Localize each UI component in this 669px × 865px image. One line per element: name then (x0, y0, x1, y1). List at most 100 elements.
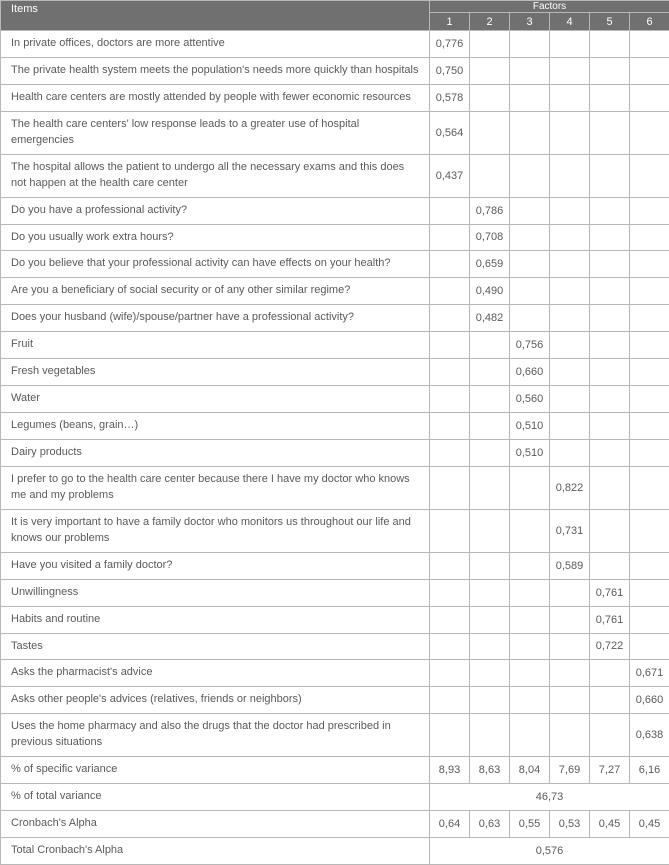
factor-value (510, 224, 550, 251)
label-specific-variance: % of specific variance (1, 757, 430, 784)
factor-value (430, 714, 470, 757)
factor-value (630, 633, 669, 660)
factor-value: 0,437 (430, 154, 470, 197)
factor-loadings-table: Items Factors 1 2 3 4 5 6 In private off… (0, 0, 669, 865)
factor-value (550, 57, 590, 84)
factor-value (510, 305, 550, 332)
factor-value (630, 111, 669, 154)
factor-value (590, 660, 630, 687)
specvar-1: 8,93 (430, 757, 470, 784)
factor-value (510, 579, 550, 606)
factor-value (630, 606, 669, 633)
specvar-5: 7,27 (590, 757, 630, 784)
factor-value (430, 660, 470, 687)
factor-value (590, 359, 630, 386)
table-row: Do you have a professional activity?0,78… (1, 197, 669, 224)
label-total-variance: % of total variance (1, 784, 430, 811)
factor-value (630, 579, 669, 606)
factor-value: 0,671 (630, 660, 669, 687)
item-label: Do you usually work extra hours? (1, 224, 430, 251)
item-label: Do you believe that your professional ac… (1, 251, 430, 278)
factor-value (550, 386, 590, 413)
factor-value (630, 552, 669, 579)
header-factor-1: 1 (430, 13, 470, 31)
factor-value (590, 111, 630, 154)
factor-value: 0,490 (470, 278, 510, 305)
factor-value (590, 552, 630, 579)
factor-value (510, 57, 550, 84)
item-label: The health care centers' low response le… (1, 111, 430, 154)
factor-value (430, 359, 470, 386)
factor-value: 0,660 (510, 359, 550, 386)
factor-value (630, 31, 669, 58)
item-label: Legumes (beans, grain…) (1, 413, 430, 440)
table-row: Legumes (beans, grain…)0,510 (1, 413, 669, 440)
factor-value: 0,482 (470, 305, 510, 332)
factor-value (550, 278, 590, 305)
factor-value (510, 466, 550, 509)
factor-value (630, 466, 669, 509)
table-row: Asks other people's advices (relatives, … (1, 687, 669, 714)
factor-value (590, 278, 630, 305)
factor-value (430, 332, 470, 359)
factor-value (510, 687, 550, 714)
factor-value (470, 413, 510, 440)
factor-value (550, 251, 590, 278)
factor-value (470, 687, 510, 714)
factor-value (470, 84, 510, 111)
factor-value (550, 224, 590, 251)
header-factor-6: 6 (630, 13, 669, 31)
factor-value (630, 251, 669, 278)
factor-value: 0,750 (430, 57, 470, 84)
table-row: The private health system meets the popu… (1, 57, 669, 84)
factor-value (510, 509, 550, 552)
factor-value (510, 633, 550, 660)
factor-value (510, 251, 550, 278)
factor-value (430, 633, 470, 660)
item-label: Does your husband (wife)/spouse/partner … (1, 305, 430, 332)
factor-value (550, 111, 590, 154)
factor-value (470, 154, 510, 197)
table-row: The health care centers' low response le… (1, 111, 669, 154)
table-row: Asks the pharmacist's advice0,671 (1, 660, 669, 687)
table-row: Health care centers are mostly attended … (1, 84, 669, 111)
factor-value (550, 633, 590, 660)
factor-value (510, 552, 550, 579)
alpha-2: 0,63 (470, 811, 510, 838)
factor-value (470, 111, 510, 154)
factor-value (630, 413, 669, 440)
factor-value (590, 440, 630, 467)
table-row: Do you believe that your professional ac… (1, 251, 669, 278)
factor-value (430, 305, 470, 332)
value-total-variance: 46,73 (430, 784, 669, 811)
specvar-6: 6,16 (630, 757, 669, 784)
factor-value (470, 509, 510, 552)
factor-value (590, 224, 630, 251)
item-label: Fruit (1, 332, 430, 359)
item-label: The private health system meets the popu… (1, 57, 430, 84)
row-total-cronbach: Total Cronbach's Alpha 0,576 (1, 838, 669, 865)
factor-value (510, 278, 550, 305)
specvar-2: 8,63 (470, 757, 510, 784)
factor-value (430, 466, 470, 509)
table-row: Fruit0,756 (1, 332, 669, 359)
factor-value (590, 687, 630, 714)
factor-value (470, 57, 510, 84)
factor-value (470, 359, 510, 386)
factor-value (550, 332, 590, 359)
alpha-5: 0,45 (590, 811, 630, 838)
factor-value (630, 57, 669, 84)
item-label: Fresh vegetables (1, 359, 430, 386)
item-label: Unwillingness (1, 579, 430, 606)
factor-value: 0,660 (630, 687, 669, 714)
factor-value (510, 31, 550, 58)
factor-value: 0,510 (510, 440, 550, 467)
table-row: Have you visited a family doctor?0,589 (1, 552, 669, 579)
item-label: Asks other people's advices (relatives, … (1, 687, 430, 714)
factor-value (510, 84, 550, 111)
specvar-3: 8,04 (510, 757, 550, 784)
factor-value (590, 466, 630, 509)
label-total-cronbach: Total Cronbach's Alpha (1, 838, 430, 865)
factor-value (430, 606, 470, 633)
row-specific-variance: % of specific variance 8,93 8,63 8,04 7,… (1, 757, 669, 784)
